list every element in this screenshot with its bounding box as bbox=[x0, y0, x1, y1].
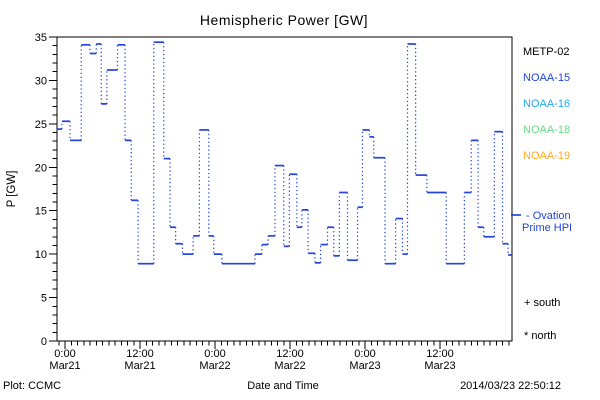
legend-item-noaa-15: NOAA-15 bbox=[523, 72, 570, 84]
x-tick-time-label: 0:00 bbox=[54, 348, 75, 360]
y-tick-label: 10 bbox=[35, 249, 47, 261]
y-tick-label: 0 bbox=[41, 336, 47, 348]
x-tick-time-label: 12:00 bbox=[126, 348, 154, 360]
y-tick-label: 15 bbox=[35, 206, 47, 218]
legend-item-noaa-19: NOAA-19 bbox=[523, 150, 570, 162]
timestamp: 2014/03/23 22:50:12 bbox=[460, 380, 561, 392]
y-tick-label: 30 bbox=[35, 75, 47, 87]
legend-item-metp-02: METP-02 bbox=[523, 46, 569, 58]
plot-credit: Plot: CCMC bbox=[3, 380, 61, 392]
x-tick-date-label: Mar21 bbox=[124, 360, 155, 372]
x-tick-date-label: Mar21 bbox=[49, 360, 80, 372]
ovation-label-line2: Prime HPI bbox=[522, 222, 572, 234]
x-tick-date-label: Mar23 bbox=[349, 360, 380, 372]
y-tick-label: 35 bbox=[35, 32, 47, 44]
x-tick-date-label: Mar23 bbox=[424, 360, 455, 372]
legend-item-noaa-16: NOAA-16 bbox=[523, 98, 570, 110]
x-tick-date-label: Mar22 bbox=[199, 360, 230, 372]
data-series-group bbox=[57, 41, 512, 265]
x-tick-date-label: Mar22 bbox=[274, 360, 305, 372]
y-tick-label: 25 bbox=[35, 119, 47, 131]
plot-frame bbox=[56, 36, 513, 342]
chart-title: Hemispheric Power [GW] bbox=[200, 12, 368, 28]
y-tick-label: 20 bbox=[35, 162, 47, 174]
x-tick-time-label: 0:00 bbox=[204, 348, 225, 360]
north-marker-label: * north bbox=[524, 330, 556, 342]
ovation-label-line1: - Ovation bbox=[526, 210, 571, 222]
legend-item-noaa-18: NOAA-18 bbox=[523, 124, 570, 136]
x-tick-time-label: 12:00 bbox=[426, 348, 454, 360]
y-axis-label: P [GW] bbox=[6, 171, 18, 208]
axis-ticks: 051015202530350:00Mar2112:00Mar210:00Mar… bbox=[35, 32, 510, 372]
x-tick-time-label: 12:00 bbox=[276, 348, 304, 360]
south-marker-label: + south bbox=[524, 297, 560, 309]
x-tick-time-label: 0:00 bbox=[354, 348, 375, 360]
y-tick-label: 5 bbox=[41, 293, 47, 305]
x-axis-label: Date and Time bbox=[247, 380, 319, 392]
legend: METP-02 NOAA-15 NOAA-16 NOAA-18 NOAA-19 bbox=[523, 46, 570, 162]
